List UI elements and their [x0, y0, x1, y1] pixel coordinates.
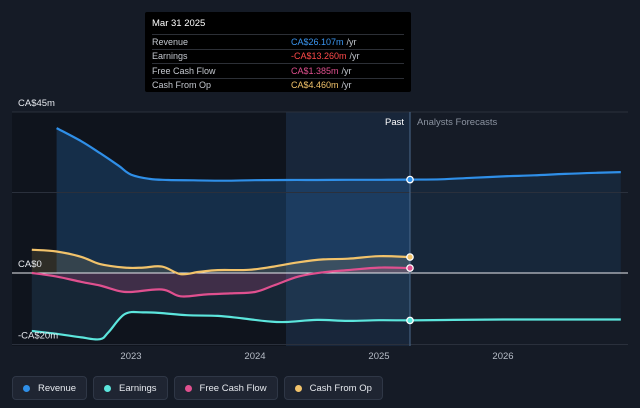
- cash-from-op-line: [31, 248, 411, 276]
- revenue-area: [56, 128, 410, 273]
- tooltip-date: Mar 31 2025: [152, 18, 206, 29]
- free-cash-flow-marker: [406, 264, 414, 272]
- tooltip-row-unit: /yr: [341, 65, 352, 76]
- legend-dot-icon: [23, 384, 30, 392]
- legend-dot-icon: [184, 384, 192, 392]
- tooltip-row-label: Earnings: [152, 51, 188, 62]
- tooltip-row-unit: /yr: [341, 80, 352, 91]
- tooltip-row-value: CA$26.107m: [291, 36, 344, 47]
- revenue-forecast-area: [410, 172, 621, 273]
- cash-from-op-marker: [406, 253, 414, 261]
- earnings-marker: [406, 316, 414, 325]
- tooltip-row-label: Cash From Op: [152, 80, 212, 91]
- legend: Revenue Earnings Free Cash Flow Cash From O…: [12, 376, 383, 400]
- legend-dot-icon: [104, 384, 112, 392]
- tooltip: Mar 31 2025 Revenue CA$26.107m/yr Earnings…: [145, 12, 411, 92]
- tooltip-row-unit: /yr: [346, 36, 357, 47]
- legend-label: Earnings: [119, 382, 157, 394]
- y-tick-label: -CA$20m: [18, 331, 58, 342]
- legend-item-earnings[interactable]: Earnings: [93, 376, 168, 400]
- x-tick-label: 2025: [368, 351, 389, 362]
- free-cash-flow-area: [31, 267, 411, 297]
- x-tick-label: 2024: [244, 351, 265, 362]
- tooltip-row-label: Revenue: [152, 36, 189, 47]
- free-cash-flow-line: [31, 266, 411, 298]
- earnings-forecast-line: [409, 318, 621, 322]
- revenue-forecast-line: [409, 171, 621, 181]
- highlight-region: [286, 112, 410, 346]
- legend-item-free-cash-flow[interactable]: Free Cash Flow: [173, 376, 278, 400]
- past-label: Past: [385, 117, 404, 128]
- legend-label: Cash From Op: [309, 382, 372, 394]
- forecast-label: Analysts Forecasts: [417, 117, 497, 128]
- y-tick-label: CA$45m: [18, 98, 55, 109]
- earnings-line: [31, 310, 411, 341]
- chart-lines: [31, 127, 621, 341]
- tooltip-row-value: CA$4.460m: [291, 80, 339, 91]
- earnings-forecast-area: [410, 273, 621, 321]
- legend-dot-icon: [294, 384, 302, 392]
- legend-label: Revenue: [38, 382, 77, 394]
- tooltip-row: Earnings -CA$13.260m/yr: [152, 48, 404, 64]
- legend-item-revenue[interactable]: Revenue: [12, 376, 88, 400]
- tooltip-row-label: Free Cash Flow: [152, 65, 216, 76]
- legend-label: Free Cash Flow: [199, 382, 267, 394]
- revenue-line: [56, 127, 411, 182]
- y-tick-label: CA$0: [18, 259, 42, 270]
- tooltip-row-value: CA$1.385m: [291, 65, 339, 76]
- chart-background: [12, 112, 410, 346]
- revenue-marker: [406, 175, 414, 184]
- chart-markers: [406, 175, 414, 325]
- tooltip-row: Revenue CA$26.107m/yr: [152, 34, 404, 49]
- tooltip-row-value: -CA$13.260m: [291, 51, 347, 62]
- tooltip-row: Cash From Op CA$4.460m/yr: [152, 77, 404, 93]
- earnings-area: [31, 273, 411, 340]
- x-tick-label: 2023: [120, 351, 141, 362]
- x-tick-label: 2026: [492, 351, 513, 362]
- tooltip-row-unit: /yr: [349, 51, 360, 62]
- chart-labels: CA$45m CA$0 -CA$20m 2023 2024 2025 2026 Past Ana…: [18, 98, 514, 362]
- legend-item-cash-from-op[interactable]: Cash From Op: [283, 376, 383, 400]
- tooltip-row: Free Cash Flow CA$1.385m/yr: [152, 63, 404, 78]
